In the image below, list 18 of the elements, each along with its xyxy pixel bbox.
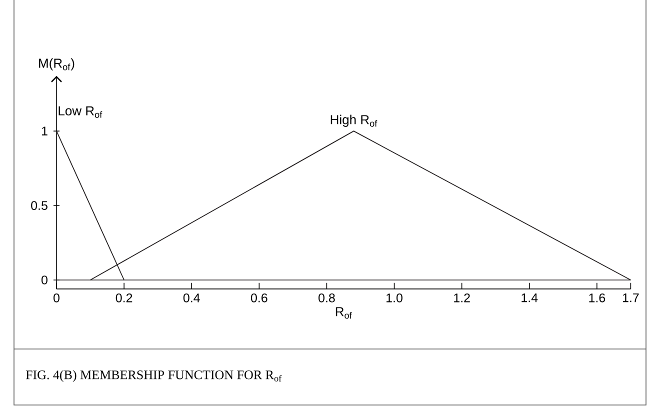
x-tick-label: 0.6 bbox=[250, 293, 268, 302]
x-tick-label: 1.7 bbox=[622, 293, 639, 302]
x-tick-label: 1.4 bbox=[522, 293, 538, 302]
y-tick-label: 0.5 bbox=[31, 201, 48, 210]
x-tick-label: 0.8 bbox=[318, 293, 335, 302]
series-label: Low R$_{of}$ bbox=[58, 106, 102, 118]
x-tick-label: 0.2 bbox=[116, 293, 132, 302]
series-label: High R$_{of}$ bbox=[330, 114, 378, 127]
x-tick-label: 0 bbox=[54, 293, 60, 302]
y-tick-label: 0 bbox=[42, 276, 48, 284]
y-tick-label: 1 bbox=[42, 126, 48, 136]
x-tick-label: 1.2 bbox=[454, 293, 470, 302]
x-axis-title: R$_{of}$ bbox=[336, 307, 352, 319]
x-tick-label: 1.0 bbox=[386, 293, 402, 302]
x-tick-label: 0.4 bbox=[183, 293, 200, 302]
text: FIG. 4(B) MEMBERSHIP FUNCTION FOR R$_{of}$ bbox=[26, 370, 282, 382]
y-axis-title: M(R$_{of}$) bbox=[39, 58, 74, 70]
x-tick-label: 1.6 bbox=[589, 293, 606, 302]
